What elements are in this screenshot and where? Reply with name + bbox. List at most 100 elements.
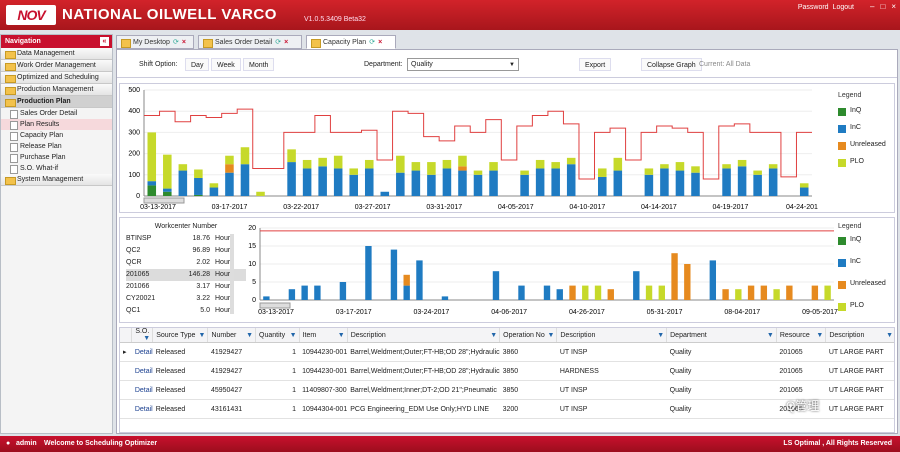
tab-capacity-plan[interactable]: Capacity Plan ⟳ ×	[306, 35, 396, 49]
bar-unreleased[interactable]	[684, 264, 691, 300]
bar-inc[interactable]	[768, 168, 778, 196]
bar-plo[interactable]	[691, 166, 700, 173]
bar-inc[interactable]	[416, 260, 423, 300]
workcenter-row[interactable]: 201065 146.28 Hours	[126, 269, 246, 281]
bar-unreleased[interactable]	[811, 285, 819, 300]
nav-item-release-plan[interactable]: Release Plan	[1, 141, 112, 152]
bar-unreleased[interactable]	[722, 289, 729, 300]
nav-section-system[interactable]: System Management	[1, 174, 112, 186]
bar-inc[interactable]	[633, 271, 640, 300]
filter-icon[interactable]: ▼	[547, 331, 555, 339]
bar-unreleased[interactable]	[747, 285, 755, 300]
bar-inc[interactable]	[691, 172, 700, 196]
shift-month-button[interactable]: Month	[243, 58, 275, 71]
bar-plo[interactable]	[735, 289, 742, 300]
bar-plo[interactable]	[256, 191, 265, 196]
bar-inc[interactable]	[314, 285, 321, 300]
bar-plo[interactable]	[411, 162, 421, 171]
bar-plo[interactable]	[333, 155, 343, 169]
bar-plo[interactable]	[722, 164, 731, 169]
bar-inc[interactable]	[287, 162, 296, 196]
workcenter-row[interactable]: QC1 5.0 Hours	[126, 305, 246, 317]
bar-unreleased[interactable]	[569, 285, 576, 300]
bar-plo[interactable]	[753, 170, 762, 175]
bar-inq[interactable]	[194, 194, 203, 196]
workcenter-row[interactable]: 201066 3.17 Hours	[126, 281, 246, 293]
column-header[interactable]: Description ▼	[556, 328, 668, 343]
bar-plo[interactable]	[318, 157, 327, 167]
column-header[interactable]: Number ▼	[207, 328, 257, 343]
shift-day-button[interactable]: Day	[185, 58, 210, 71]
bar-inc[interactable]	[473, 174, 483, 196]
nav-item-so-whatif[interactable]: S.O. What-if	[1, 163, 112, 174]
nav-item-plan-results[interactable]: Plan Results	[1, 119, 112, 130]
column-header[interactable]: Description ▼	[347, 328, 501, 343]
bar-plo[interactable]	[225, 155, 234, 165]
table-row[interactable]: Detail Released 41929427 1 10944230-001 Barre…	[120, 361, 894, 381]
maximize-icon[interactable]: □	[880, 2, 886, 11]
shift-week-button[interactable]: Week	[211, 58, 241, 71]
detail-link[interactable]: Detail	[131, 399, 153, 419]
bar-inc[interactable]	[613, 170, 623, 196]
workcenter-row[interactable]: CY20021 3.22 Hours	[126, 293, 246, 305]
bar-inc[interactable]	[492, 271, 500, 300]
bar-plo[interactable]	[613, 157, 623, 171]
bar-plo[interactable]	[147, 132, 157, 182]
bar-inq[interactable]	[163, 191, 172, 196]
bar-inc[interactable]	[396, 172, 405, 196]
column-header[interactable]: Resource ▼	[776, 328, 827, 343]
bar-plo[interactable]	[489, 162, 498, 171]
bar-plo[interactable]	[240, 147, 250, 165]
column-header[interactable]: Department ▼	[666, 328, 777, 343]
bar-plo[interactable]	[163, 154, 172, 189]
bar-plo[interactable]	[364, 159, 374, 169]
bar-plo[interactable]	[194, 169, 203, 178]
bar-unreleased[interactable]	[786, 285, 793, 300]
bar-inc[interactable]	[302, 168, 312, 196]
detail-link[interactable]: Detail	[131, 380, 153, 400]
bar-plo[interactable]	[178, 164, 188, 171]
bar-inc[interactable]	[442, 168, 452, 196]
bar-plo[interactable]	[396, 155, 405, 173]
bar-inc[interactable]	[753, 174, 762, 196]
bar-inc[interactable]	[240, 164, 250, 196]
bar-inc[interactable]	[551, 168, 560, 196]
refresh-icon[interactable]: ⟳	[275, 39, 282, 46]
bar-plo[interactable]	[427, 162, 436, 175]
bar-inc[interactable]	[427, 174, 436, 196]
bar-inc[interactable]	[535, 168, 545, 196]
tab-my-desktop[interactable]: My Desktop ⟳ ×	[116, 35, 194, 49]
bar-inc[interactable]	[598, 176, 607, 196]
nav-section-optimized[interactable]: Optimized and Scheduling	[1, 72, 112, 84]
filter-icon[interactable]: ▼	[766, 331, 774, 339]
bar-inc[interactable]	[411, 170, 421, 196]
bar-unreleased[interactable]	[458, 166, 467, 171]
bar-inc[interactable]	[709, 260, 717, 300]
bar-inc[interactable]	[349, 174, 358, 196]
nav-section-data-management[interactable]: Data Management	[1, 48, 112, 60]
nav-section-production-plan[interactable]: Production Plan	[1, 96, 112, 108]
bar-inc[interactable]	[489, 170, 498, 196]
bar-plo[interactable]	[287, 149, 296, 163]
bar-inc[interactable]	[263, 296, 270, 300]
bar-inc[interactable]	[333, 168, 343, 196]
bar-plo[interactable]	[658, 285, 665, 300]
chart-scroll-thumb[interactable]	[143, 197, 185, 204]
table-row[interactable]: Detail Released 45950427 1 11409807-300 Barre…	[120, 380, 894, 400]
filter-icon[interactable]: ▼	[816, 331, 824, 339]
bar-inc[interactable]	[644, 174, 654, 196]
bar-plo[interactable]	[768, 164, 778, 169]
filter-icon[interactable]: ▼	[246, 331, 254, 339]
workcenter-row[interactable]: QC2 96.89 Hours	[126, 245, 246, 257]
bar-plo[interactable]	[473, 170, 483, 175]
bar-unreleased[interactable]	[403, 274, 410, 286]
close-tab-icon[interactable]: ×	[378, 39, 383, 46]
bar-plo[interactable]	[349, 168, 358, 175]
filter-icon[interactable]: ▼	[337, 331, 345, 339]
filter-icon[interactable]: ▼	[198, 331, 206, 339]
department-select[interactable]: Quality ▼	[407, 58, 519, 71]
bar-plo[interactable]	[594, 285, 602, 300]
bar-inc[interactable]	[458, 170, 467, 196]
detail-link[interactable]: Detail	[131, 361, 153, 381]
close-icon[interactable]: ×	[891, 2, 896, 11]
